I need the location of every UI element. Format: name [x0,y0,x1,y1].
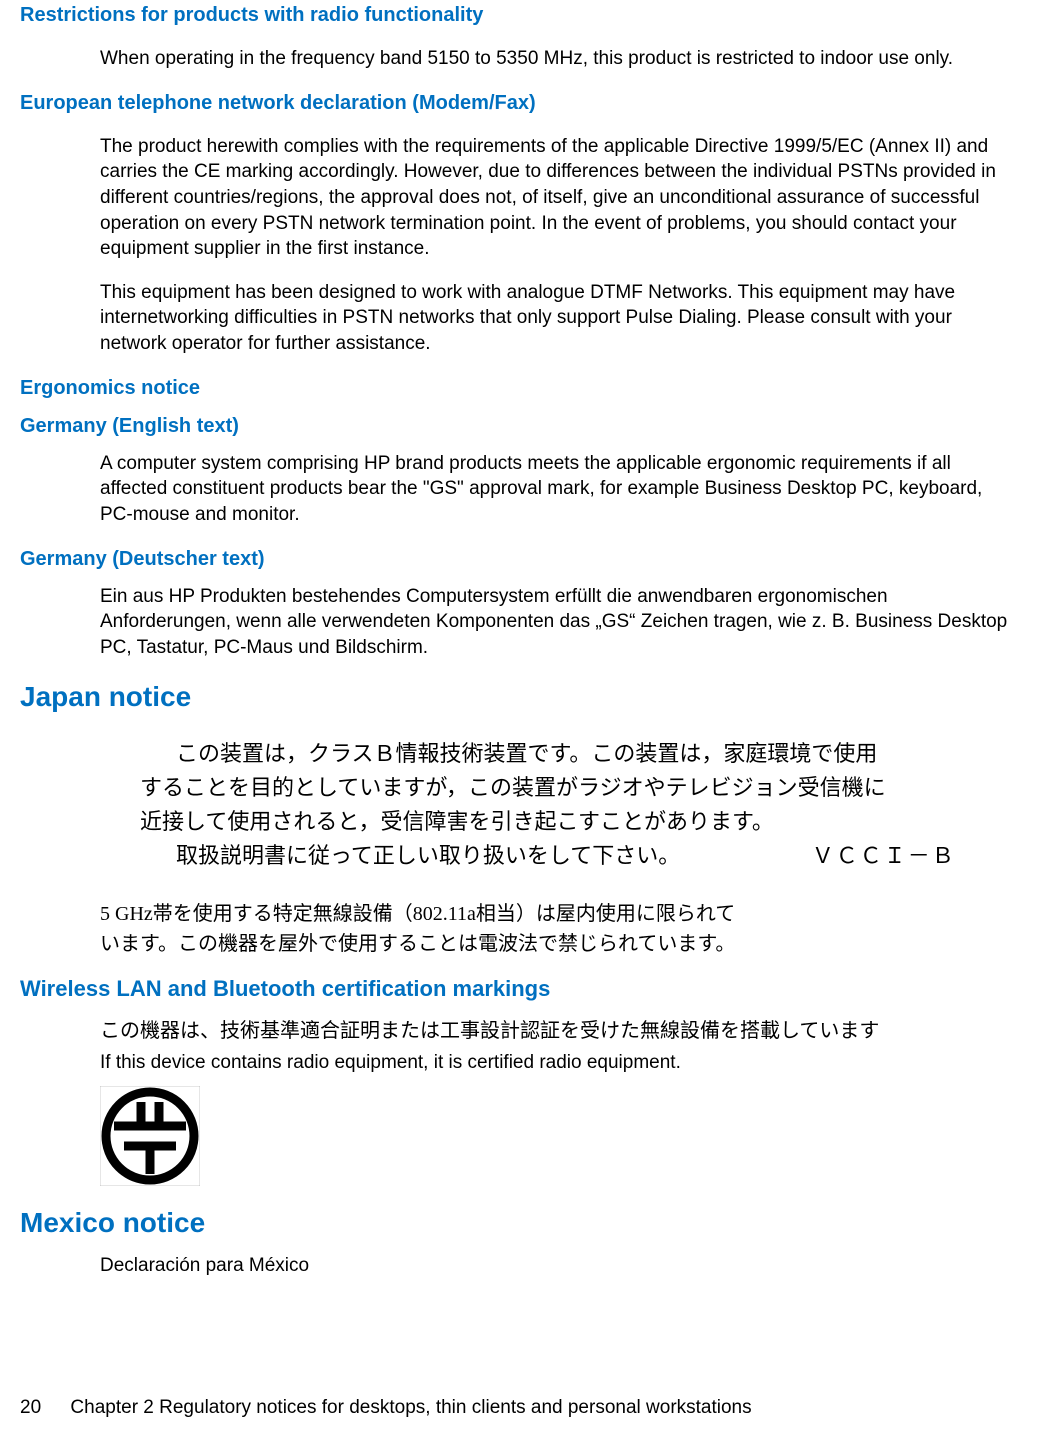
heading-germany-de: Germany (Deutscher text) [20,546,1025,572]
japan-vcci-line2: することを目的としていますが，この装置がラジオやテレビジョン受信機に [140,771,965,805]
japan-vcci-text: この装置は，クラスＢ情報技術装置です。この装置は，家庭環境で使用 することを目的… [140,737,965,873]
body-radio-restrictions: When operating in the frequency band 515… [100,46,1015,72]
heading-germany-en: Germany (English text) [20,413,1025,439]
japan-vcci-label: ＶＣＣＩ－Ｂ [776,839,956,873]
body-european-telephone-p1: The product herewith complies with the r… [100,134,1015,262]
japan-vcci-line3: 近接して使用されると，受信障害を引き起こすことがあります。 [140,805,965,839]
japan-5ghz-text: 5 GHz帯を使用する特定無線設備（802.11a相当）は屋内使用に限られて い… [100,899,965,959]
heading-japan: Japan notice [20,679,1025,715]
wlan-bt-en-line: If this device contains radio equipment,… [100,1050,1015,1076]
japan-5ghz-line2: います。この機器を屋外で使用することは電波法で禁じられています。 [100,929,965,959]
japan-5ghz-line1: 5 GHz帯を使用する特定無線設備（802.11a相当）は屋内使用に限られて [100,899,965,929]
body-germany-en: A computer system comprising HP brand pr… [100,451,1015,528]
chapter-title: Chapter 2 Regulatory notices for desktop… [70,1397,751,1418]
heading-wlan-bt: Wireless LAN and Bluetooth certification… [20,975,1025,1004]
wlan-bt-jp-line: この機器は、技術基準適合証明または工事設計認証を受けた無線設備を搭載しています [100,1016,1015,1046]
japan-vcci-line4: 取扱説明書に従って正しい取り扱いをして下さい。 [176,843,680,868]
body-germany-de: Ein aus HP Produkten bestehendes Compute… [100,584,1015,661]
heading-radio-restrictions: Restrictions for products with radio fun… [20,2,1025,28]
page-number: 20 [20,1397,41,1418]
japan-vcci-line1: この装置は，クラスＢ情報技術装置です。この装置は，家庭環境で使用 [140,737,965,771]
heading-ergonomics: Ergonomics notice [20,375,1025,401]
giteki-mark-icon [100,1086,1025,1191]
body-mexico: Declaración para México [100,1253,1015,1279]
page-footer: 20 Chapter 2 Regulatory notices for desk… [20,1397,752,1419]
body-european-telephone-p2: This equipment has been designed to work… [100,280,1015,357]
heading-mexico: Mexico notice [20,1205,1025,1241]
heading-european-telephone: European telephone network declaration (… [20,90,1025,116]
